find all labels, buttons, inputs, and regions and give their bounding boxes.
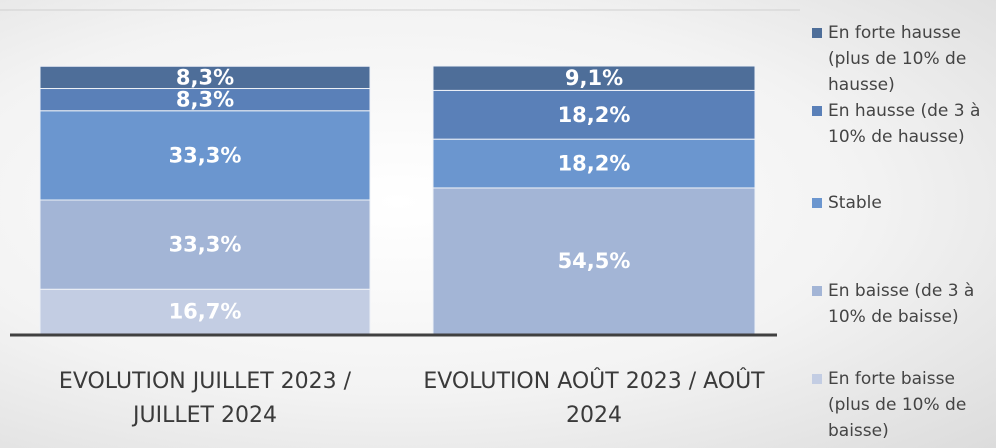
x-tick-label: EVOLUTION AOÛT 2023 / AOÛT 2024: [423, 369, 765, 428]
bar-segment: [432, 89, 756, 140]
legend-entry: En forte hausse (plus de 10% de hausse): [812, 20, 984, 98]
value-label: 18,2%: [558, 103, 631, 127]
legend-swatch: [812, 198, 822, 208]
legend-label: En hausse (de 3 à 10% de hausse): [828, 101, 981, 147]
legend-label: En forte hausse (plus de 10% de hausse): [828, 23, 967, 95]
x-tick-label: EVOLUTION JUILLET 2023 / JUILLET 2024: [58, 369, 352, 428]
bar-segment: [39, 110, 371, 201]
value-label: 54,5%: [558, 249, 631, 273]
legend-swatch: [812, 106, 822, 116]
bar-segment: [39, 199, 371, 290]
value-label: 18,2%: [558, 152, 631, 176]
legend-label: En baisse (de 3 à 10% de baisse): [828, 281, 975, 327]
value-label: 8,3%: [176, 88, 234, 112]
bar-segment: [432, 65, 756, 91]
legend-entry: En baisse (de 3 à 10% de baisse): [812, 278, 984, 330]
value-label: 16,7%: [169, 300, 242, 324]
bar-segment: [39, 65, 371, 90]
legend-entry: Stable: [812, 190, 984, 216]
value-label: 8,3%: [176, 65, 234, 89]
value-label: 9,1%: [565, 66, 623, 90]
legend-label: En forte baisse (plus de 10% de baisse): [828, 369, 967, 441]
legend-swatch: [812, 28, 822, 38]
legend-label: Stable: [828, 193, 882, 213]
legend-swatch: [812, 286, 822, 296]
value-label: 33,3%: [169, 143, 242, 167]
value-label: 33,3%: [169, 233, 242, 257]
legend-swatch: [812, 374, 822, 384]
legend-entry: En forte baisse (plus de 10% de baisse): [812, 366, 984, 444]
legend-entry: En hausse (de 3 à 10% de hausse): [812, 98, 984, 150]
bar-segment: [432, 138, 756, 189]
